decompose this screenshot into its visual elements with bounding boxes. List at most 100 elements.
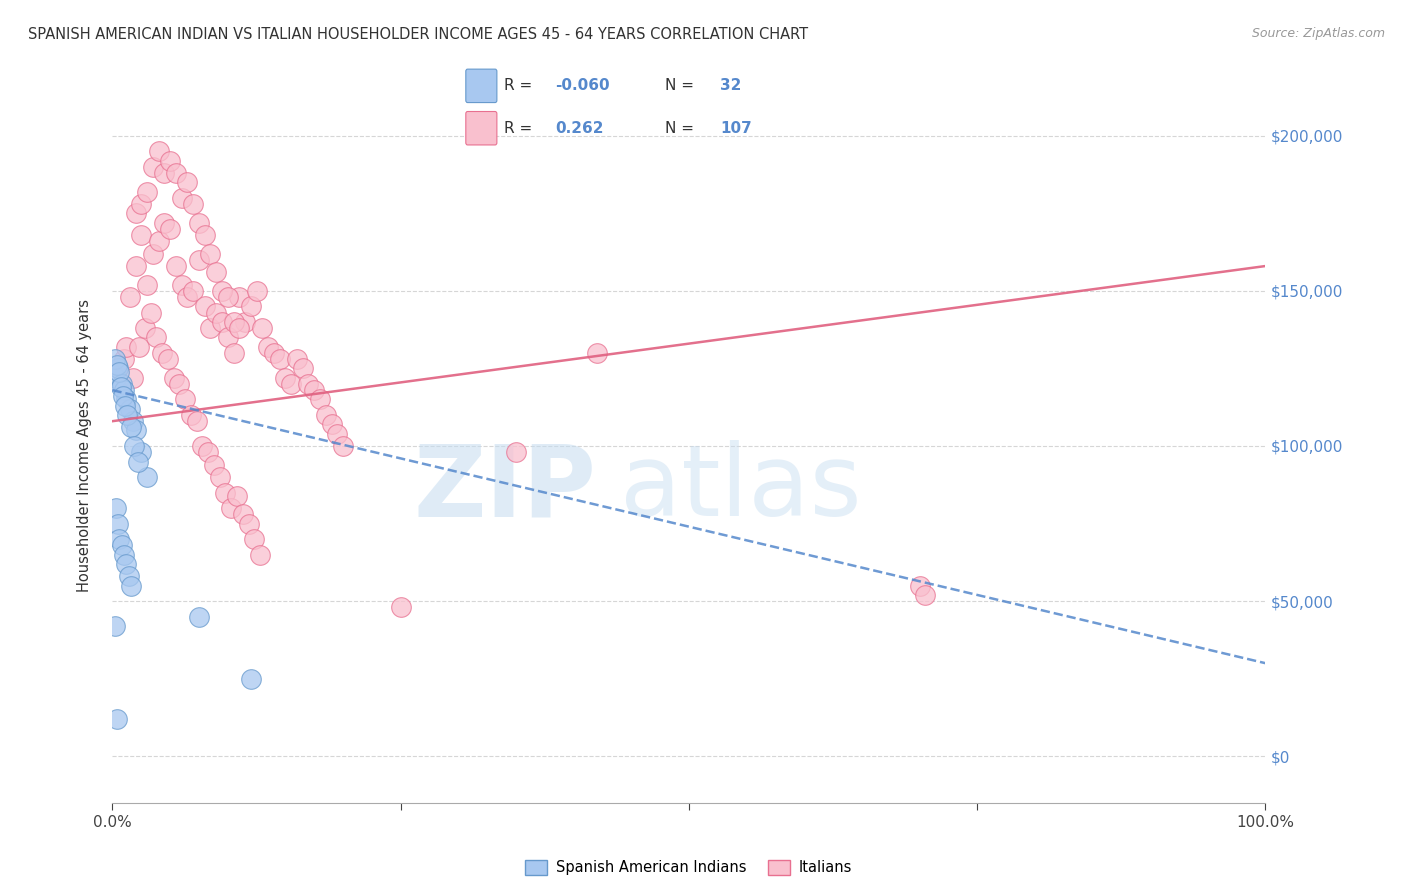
Point [188,216,211,230]
Point [129,445,153,459]
Point [145,330,167,344]
Point [104,619,127,633]
Point [505,445,527,459]
Point [232,508,254,522]
Point [136,277,159,292]
Point [108,365,131,379]
Point [332,439,354,453]
Point [297,376,319,391]
Point [238,516,260,531]
Point [315,408,337,422]
Point [202,458,225,472]
Point [219,501,242,516]
Text: N =: N = [665,78,699,93]
Point [188,609,211,624]
Point [105,712,128,726]
Point [136,185,159,199]
Point [124,439,146,453]
Point [188,252,211,267]
Text: ZIP: ZIP [413,441,596,537]
Point [205,265,228,279]
Point [159,153,181,168]
Point [156,352,179,367]
Point [111,376,134,391]
Point [200,246,222,260]
Point [194,227,217,242]
Point [148,145,170,159]
Point [214,485,236,500]
Point [148,234,170,248]
Text: atlas: atlas [620,441,862,537]
Point [252,321,274,335]
FancyBboxPatch shape [465,112,496,145]
Point [585,346,607,360]
Point [150,346,173,360]
Point [115,392,138,407]
Point [108,532,131,546]
Text: 32: 32 [720,78,741,93]
Point [105,359,128,373]
Point [211,315,233,329]
Point [914,588,936,602]
Point [176,175,198,189]
Point [245,284,267,298]
Point [107,516,129,531]
Text: Source: ZipAtlas.com: Source: ZipAtlas.com [1251,27,1385,40]
Point [142,160,165,174]
Point [191,439,214,453]
FancyBboxPatch shape [465,70,496,103]
Text: SPANISH AMERICAN INDIAN VS ITALIAN HOUSEHOLDER INCOME AGES 45 - 64 YEARS CORRELA: SPANISH AMERICAN INDIAN VS ITALIAN HOUSE… [28,27,808,42]
Point [908,579,931,593]
Point [104,370,127,384]
Point [389,600,412,615]
Point [129,227,153,242]
Point [115,340,138,354]
Text: -0.060: -0.060 [555,78,610,93]
Point [153,216,176,230]
Point [114,399,136,413]
Point [170,191,193,205]
Point [243,532,266,546]
Point [291,361,314,376]
Text: 107: 107 [720,120,752,136]
Point [153,166,176,180]
Point [326,426,349,441]
Text: 0.262: 0.262 [555,120,603,136]
Point [263,346,285,360]
Point [107,361,129,376]
Point [176,290,198,304]
Point [205,305,228,319]
Point [321,417,343,432]
Point [112,548,135,562]
Point [200,321,222,335]
Point [309,392,332,407]
Point [222,315,245,329]
Legend: Spanish American Indians, Italians: Spanish American Indians, Italians [520,854,858,881]
Point [142,246,165,260]
Point [280,376,302,391]
Point [239,672,262,686]
Point [136,470,159,484]
Point [120,420,142,434]
Text: R =: R = [505,78,537,93]
Point [124,206,146,220]
Point [186,414,208,428]
Point [222,346,245,360]
Point [110,380,132,394]
Point [285,352,308,367]
Point [115,557,138,571]
Point [170,277,193,292]
Point [269,352,291,367]
Point [217,290,239,304]
Point [226,489,249,503]
Point [127,454,149,468]
Point [134,321,156,335]
Point [217,330,239,344]
Point [104,501,127,516]
Point [124,259,146,273]
Point [139,305,162,319]
Point [194,299,217,313]
Point [274,370,297,384]
Point [120,579,142,593]
Point [304,383,326,397]
